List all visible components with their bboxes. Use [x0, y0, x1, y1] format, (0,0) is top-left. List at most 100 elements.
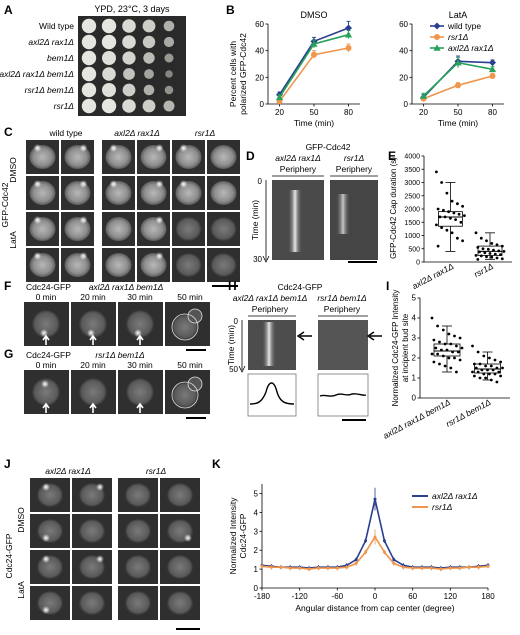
- data-point: [460, 346, 464, 350]
- polarity-cap: [33, 216, 42, 224]
- strain-label: axl2Δ rax1Δ bem1Δ: [89, 282, 164, 292]
- yeast-cell: [29, 217, 56, 241]
- y-tick-label: 5: [412, 294, 417, 303]
- polarity-cap: [42, 555, 50, 563]
- panel-letter-d: D: [246, 149, 255, 163]
- yeast-cell: [105, 145, 132, 169]
- arrow-icon: [136, 402, 144, 413]
- yeast-cell: [37, 483, 63, 507]
- bud: [187, 308, 203, 324]
- polarity-cap: [79, 252, 88, 260]
- polarity-cap: [155, 252, 164, 260]
- strain-label: axl2Δ rax1Δ bem1Δ: [0, 69, 74, 79]
- colony-spot: [122, 83, 136, 97]
- yeast-cell: [167, 591, 193, 615]
- data-point: [495, 366, 499, 370]
- data-point: [279, 565, 283, 569]
- panel-letter-c: C: [4, 125, 13, 139]
- data-point: [288, 566, 292, 570]
- colony-spot: [143, 52, 155, 64]
- time-labels-f: 0 min 20 min 30 min 50 min: [36, 292, 203, 302]
- periphery-label: Periphery: [280, 164, 317, 174]
- colony-spot: [102, 83, 116, 97]
- data-point: [489, 73, 496, 79]
- time-end: 30: [253, 255, 262, 264]
- micrograph-grid-j: [30, 478, 200, 620]
- yeast-cell: [210, 253, 237, 277]
- time-label: 30 min: [127, 360, 153, 370]
- strain-label: rsr1Δ: [54, 101, 75, 111]
- data-point: [433, 44, 441, 51]
- col-label: axl2Δ rax1Δ: [45, 466, 91, 476]
- time-labels-g: 0 min 20 min 30 min 50 min: [36, 360, 203, 370]
- data-point: [432, 360, 436, 364]
- colony-spot: [122, 51, 136, 65]
- y-tick-label: 1: [412, 374, 417, 383]
- strain-label: rsr1Δ bem1Δ: [95, 350, 145, 360]
- chart-b-lata: LatA 0 20 40 60 20 50 80 Time (min) wild typersr1…: [399, 10, 504, 128]
- x-axis-label: Angular distance from cap center (degree…: [295, 603, 454, 613]
- colony-spot: [102, 51, 116, 65]
- yeast-cell: [32, 378, 60, 406]
- panel-letter-h: H: [228, 279, 237, 293]
- data-point: [310, 40, 318, 47]
- y-tick-label: 20: [399, 73, 408, 82]
- panel-b-ylabel: Percent cells with: [228, 41, 238, 107]
- yeast-cell: [125, 555, 151, 579]
- yeast-cell: [125, 519, 151, 543]
- y-axis-label: GFP-Cdc42 Cap duration (s): [389, 157, 398, 259]
- colony-spot: [122, 19, 136, 33]
- data-point: [456, 350, 460, 354]
- time-end: 50: [229, 365, 238, 374]
- intensity-profile-box: [247, 373, 297, 417]
- data-point: [492, 248, 495, 252]
- data-point: [456, 202, 459, 206]
- data-point: [476, 258, 480, 261]
- panel-b-ylabel: polarized GFP-Cdc42: [238, 33, 248, 115]
- data-point: [419, 92, 428, 99]
- yeast-cell: [105, 217, 132, 241]
- yeast-cell: [79, 310, 107, 338]
- yeast-cell: [105, 181, 132, 205]
- time-arrow: [262, 255, 270, 263]
- category-label: rsr1Δ bem1Δ: [444, 397, 493, 429]
- polarity-cap: [179, 144, 188, 152]
- arrow-icon: [42, 402, 50, 413]
- yeast-spots: [81, 18, 175, 114]
- data-point: [440, 181, 443, 184]
- colony-spot: [101, 34, 117, 50]
- yeast-cell: [37, 519, 63, 543]
- data-point: [298, 566, 302, 570]
- data-point: [489, 364, 493, 368]
- data-point: [345, 565, 349, 569]
- data-point: [438, 215, 442, 219]
- colony-spot: [102, 67, 116, 81]
- time-label: 0 min: [36, 360, 57, 370]
- data-point: [382, 550, 386, 554]
- panel-letter-i: I: [386, 279, 389, 293]
- data-point: [453, 356, 456, 360]
- data-point: [501, 366, 504, 370]
- arrow-icon: [89, 402, 97, 413]
- colony-spot: [143, 84, 155, 96]
- y-tick-label: 1000: [404, 233, 420, 240]
- colony-spot: [144, 69, 154, 79]
- time-label: 50 min: [177, 292, 203, 302]
- data-point: [382, 539, 386, 543]
- yeast-cell: [29, 181, 56, 205]
- data-point: [497, 249, 501, 253]
- x-tick-label: 80: [344, 108, 353, 117]
- data-point: [478, 362, 482, 366]
- polarity-cap: [184, 534, 192, 542]
- data-point: [478, 376, 482, 380]
- panel-a-title: YPD, 23°C, 3 days: [94, 4, 170, 14]
- y-tick-label: 5: [254, 489, 259, 498]
- panel-letter-b: B: [226, 3, 235, 17]
- x-tick-label: 80: [488, 108, 497, 117]
- y-tick-label: 0: [412, 394, 417, 403]
- kymograph-signal: [336, 194, 350, 234]
- data-point: [473, 362, 476, 366]
- data-point: [476, 370, 480, 374]
